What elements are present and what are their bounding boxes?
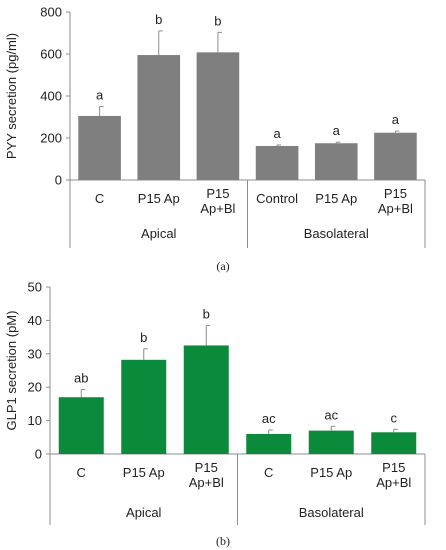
y-tick-label: 200 <box>40 131 62 146</box>
category-label: P15 Ap <box>310 465 352 480</box>
bar <box>121 359 167 454</box>
y-tick-label: 40 <box>28 313 42 328</box>
y-tick-label: 0 <box>55 173 62 188</box>
y-axis-title: GLP1 secretion (pM) <box>4 311 19 431</box>
category-label: Ap+Bl <box>376 475 411 490</box>
bar <box>308 430 354 454</box>
bar <box>137 55 181 180</box>
category-label: Ap+Bl <box>200 201 235 216</box>
bar <box>371 432 417 454</box>
group-label: Basolateral <box>304 226 369 241</box>
category-label: C <box>77 465 86 480</box>
significance-letter: b <box>140 330 147 345</box>
significance-letter: ab <box>74 371 88 386</box>
category-label: P15 Ap <box>138 191 180 206</box>
significance-letter: c <box>391 410 398 425</box>
y-tick-label: 600 <box>40 47 62 62</box>
category-label: Control <box>256 191 298 206</box>
significance-letter: b <box>214 13 221 28</box>
significance-letter: a <box>96 88 104 103</box>
bar <box>314 143 358 180</box>
y-tick-label: 20 <box>28 380 42 395</box>
category-label: P15 <box>382 460 405 475</box>
significance-letter: b <box>203 306 210 321</box>
y-tick-label: 400 <box>40 89 62 104</box>
group-label: Apical <box>141 226 177 241</box>
bar <box>183 345 229 454</box>
significance-letter: a <box>273 126 281 141</box>
category-label: P15 Ap <box>123 465 165 480</box>
bar <box>78 115 121 180</box>
category-label: C <box>264 465 273 480</box>
bar <box>196 52 240 180</box>
panel-b-chart: 0 10 20 30 40 50 GLP1 secretion (pM) ab Cb P15 Ap… <box>4 280 426 525</box>
category-label: Ap+Bl <box>189 475 224 490</box>
panel-b-caption: (b) <box>216 534 230 548</box>
category-label: P15 <box>195 460 218 475</box>
y-axis-title: PYY secretion (pg/ml) <box>4 33 19 159</box>
y-tick-label: 0 <box>35 447 42 462</box>
y-tick-label: 30 <box>28 346 42 361</box>
group-label: Apical <box>126 505 162 520</box>
y-tick-label: 50 <box>28 280 42 295</box>
significance-letter: ac <box>324 407 338 422</box>
category-label: P15 <box>384 186 407 201</box>
category-label: C <box>95 191 104 206</box>
y-tick-label: 800 <box>40 5 62 20</box>
category-label: Ap+Bl <box>378 201 413 216</box>
bar <box>58 397 104 454</box>
bar <box>374 132 417 180</box>
bar <box>255 145 299 180</box>
significance-letter: a <box>333 123 341 138</box>
category-label: P15 Ap <box>315 191 357 206</box>
significance-letter: b <box>155 12 162 27</box>
significance-letter: a <box>392 112 400 127</box>
group-label: Basolateral <box>299 505 364 520</box>
significance-letter: ac <box>262 411 276 426</box>
y-tick-label: 10 <box>28 413 42 428</box>
category-label: P15 <box>206 186 229 201</box>
panel-a-chart: 0 200 400 600 800 PYY secretion (pg/ml) a Cb P15… <box>4 5 426 248</box>
panel-a-caption: (a) <box>216 259 229 273</box>
bar <box>246 433 292 454</box>
